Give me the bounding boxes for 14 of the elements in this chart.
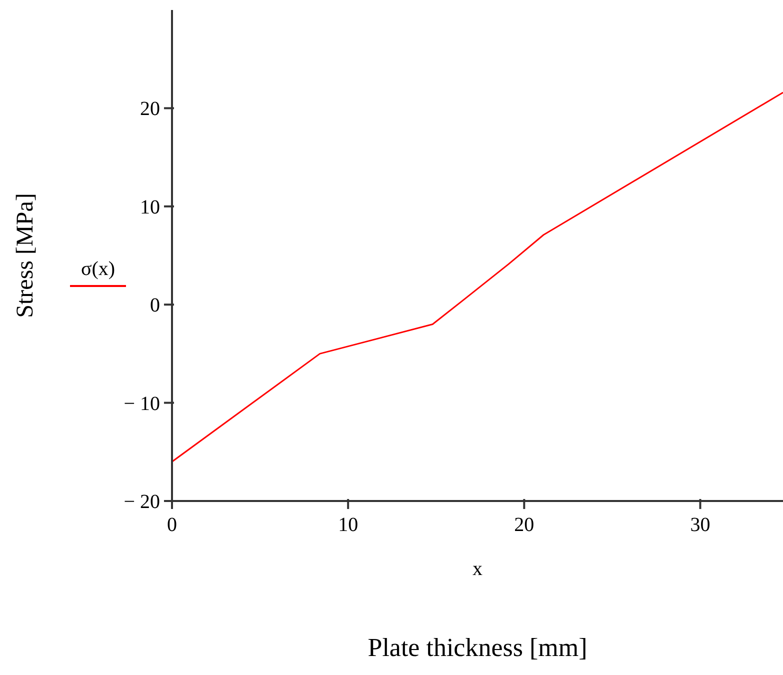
y-tick-label: 0 — [150, 294, 160, 317]
y-tick-label: 10 — [140, 196, 160, 218]
x-tick-label: 0 — [167, 514, 177, 536]
x-tick-label: 20 — [514, 514, 534, 536]
text: Plate thickness [mm] — [366, 633, 588, 663]
x-axis-title: x — [472, 558, 482, 580]
y-axis-title: Stress [MPa] — [12, 193, 39, 318]
y-tick-label: 20 — [140, 98, 160, 120]
y-tick-label: − 10 — [124, 392, 160, 415]
x-tick-label: 10 — [338, 514, 358, 536]
y-tick-label: − 20 — [124, 491, 160, 513]
text: σ(x) — [80, 258, 116, 281]
x-tick-label: 30 — [690, 514, 710, 536]
line-series — [172, 92, 783, 462]
